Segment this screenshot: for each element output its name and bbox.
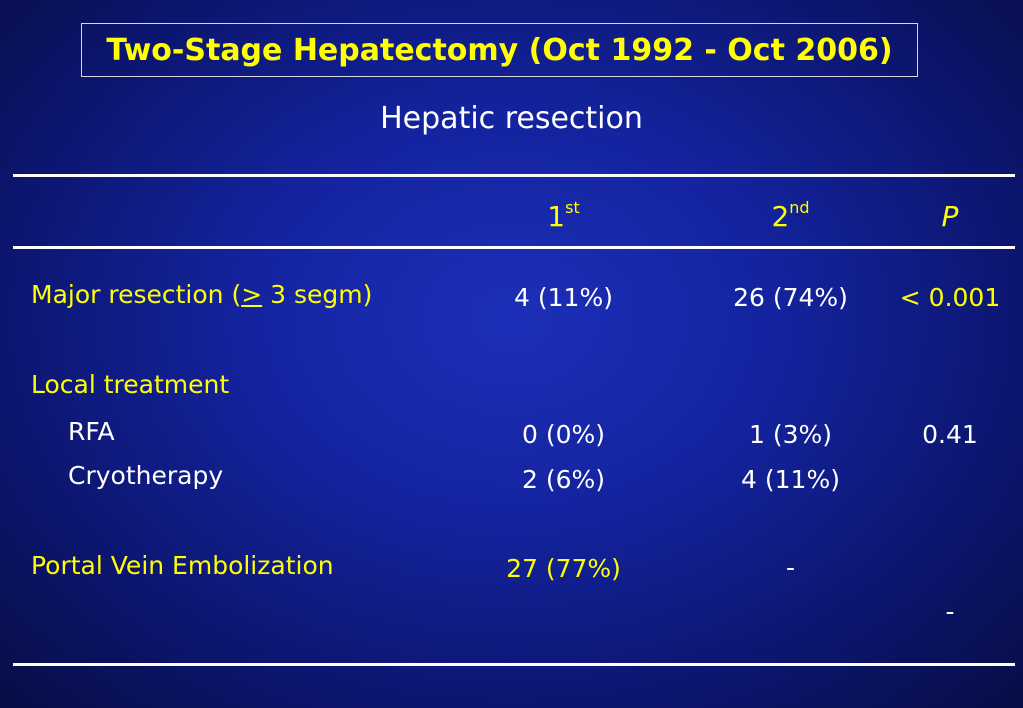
row-label-major-resection-text: Major resection (	[31, 280, 242, 309]
column-header-1st: 1st	[466, 198, 661, 233]
column-header-2nd-suffix: nd	[789, 198, 810, 217]
row-label-major-resection: Major resection (> 3 segm)	[31, 280, 372, 309]
portal-vein-embolization-2nd: -	[785, 553, 796, 582]
table-bottom-rule	[13, 663, 1015, 666]
row-label-major-resection-unit: 3 segm)	[262, 280, 373, 309]
major-resection-1st: 4 (11%)	[514, 283, 613, 312]
major-resection-2nd: 26 (74%)	[733, 283, 848, 312]
column-header-2nd: 2nd	[693, 198, 888, 233]
column-header-1st-suffix: st	[565, 198, 580, 217]
greater-equal-symbol: >	[241, 280, 263, 309]
portal-vein-embolization-p: -	[945, 597, 955, 626]
title-box: Two-Stage Hepatectomy (Oct 1992 - Oct 20…	[81, 23, 918, 77]
cryotherapy-2nd: 4 (11%)	[741, 465, 840, 494]
row-label-local-treatment: Local treatment	[31, 370, 230, 399]
portal-vein-embolization-1st: 27 (77%)	[506, 554, 621, 583]
slide-title: Two-Stage Hepatectomy (Oct 1992 - Oct 20…	[106, 32, 893, 68]
row-label-cryotherapy: Cryotherapy	[68, 461, 224, 490]
column-header-2nd-number: 2	[771, 200, 790, 233]
cryotherapy-1st: 2 (6%)	[521, 465, 606, 494]
table-top-rule	[13, 174, 1015, 177]
table-header-rule	[13, 246, 1015, 249]
rfa-2nd: 1 (3%)	[748, 420, 833, 449]
row-label-rfa: RFA	[68, 417, 115, 446]
column-header-p: P	[941, 200, 959, 233]
row-label-portal-vein-embolization: Portal Vein Embolization	[31, 551, 334, 580]
major-resection-p: < 0.001	[899, 283, 1001, 312]
rfa-1st: 0 (0%)	[521, 420, 606, 449]
column-header-1st-number: 1	[547, 200, 566, 233]
rfa-p: 0.41	[922, 420, 978, 449]
table-subtitle: Hepatic resection	[380, 101, 643, 136]
